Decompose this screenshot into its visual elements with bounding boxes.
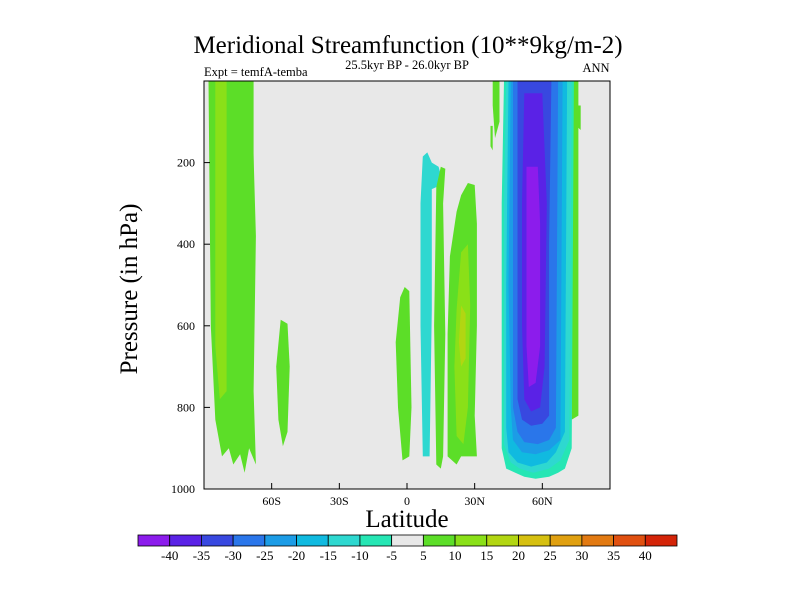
colorbar-swatch-2 [201,534,234,547]
y-tick-label-2: 600 [177,319,195,333]
colorbar-swatch-4 [264,534,297,547]
contour-region-3 [246,81,254,208]
colorbar-label-5: -15 [320,548,337,563]
contour-region-4 [276,319,290,447]
x-tick-label-1: 30S [330,494,349,508]
colorbar-swatch-14 [581,534,614,547]
season-label: ANN [582,61,609,75]
contour-region-22 [526,166,541,387]
contour-region-7 [434,166,446,469]
colorbar-label-0: -40 [161,548,178,563]
contour-region-2 [231,81,241,396]
x-axis-ticks: 60S 30S 0 30N 60N [262,483,553,508]
contour-fill-layer [208,81,581,479]
colorbar-swatch-13 [549,534,583,547]
x-axis-label: Latitude [365,506,448,533]
contour-region-11 [492,81,500,139]
colorbar-swatch-0 [137,534,171,547]
colorbar-label-12: 25 [544,548,557,563]
x-tick-label-0: 60S [262,494,281,508]
colorbar-label-9: 10 [449,548,462,563]
contour-region-1 [215,81,227,400]
y-tick-label-0: 200 [177,156,195,170]
colorbar-swatch-11 [486,534,519,547]
contour-region-10 [458,305,466,367]
colorbar-label-13: 30 [575,548,588,563]
colorbar-label-10: 15 [480,548,493,563]
x-tick-label-2: 0 [404,494,410,508]
contour-region-12 [490,125,493,151]
colorbar-label-8: 5 [420,548,427,563]
x-tick-label-4: 60N [532,494,553,508]
colorbar-label-6: -10 [351,548,368,563]
colorbar-swatch-15 [613,534,646,547]
colorbar-label-1: -35 [193,548,210,563]
y-axis-label: Pressure (in hPa) [116,204,143,375]
contour-region-14 [576,105,581,130]
colorbar-swatch-10 [454,534,488,547]
colorbar-label-2: -30 [224,548,241,563]
y-tick-label-3: 800 [177,400,195,414]
x-tick-label-3: 30N [464,494,485,508]
colorbar-label-11: 20 [512,548,525,563]
colorbar-swatch-6 [327,534,361,547]
colorbar-swatch-9 [422,534,456,547]
colorbar-swatch-7 [359,534,393,547]
colorbar-label-4: -20 [288,548,305,563]
contour-region-6 [420,152,441,457]
experiment-label: Expt = temfA-temba [204,65,308,79]
colorbar-swatch-12 [518,534,551,547]
colorbar: -40 -35 -30 -25 -20 -15 -10 -5 5 10 15 20 25 30 35 40 [137,534,678,563]
colorbar-swatch-1 [169,534,202,547]
colorbar-swatch-16 [644,534,678,547]
colorbar-swatch-3 [232,534,266,547]
contour-region-5 [395,287,412,461]
y-tick-label-4: 1000 [171,482,195,496]
y-axis-ticks: 200 400 600 800 1000 [171,156,210,496]
y-tick-label-1: 400 [177,237,195,251]
chart-title: Meridional Streamfunction (10**9kg/m-2) [193,32,622,59]
colorbar-label-7: -5 [386,548,397,563]
colorbar-swatch-8 [391,534,424,547]
colorbar-label-3: -25 [256,548,273,563]
time-period-label: 25.5kyr BP - 26.0kyr BP [345,58,469,72]
colorbar-label-15: 40 [639,548,652,563]
colorbar-swatch-5 [296,534,329,547]
colorbar-label-14: 35 [607,548,620,563]
